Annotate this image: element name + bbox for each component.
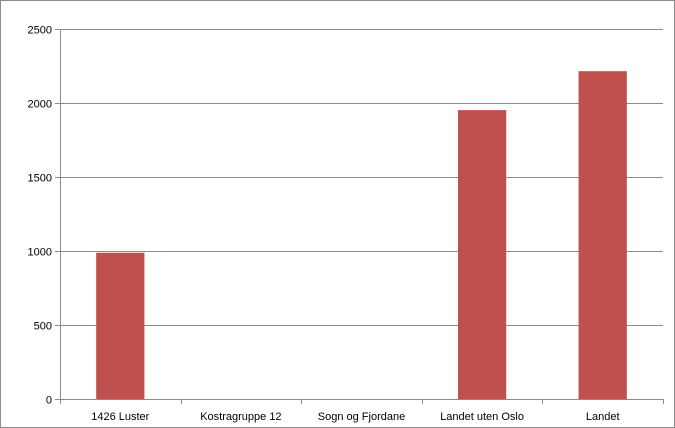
x-tick-label: Sogn og Fjordane xyxy=(318,411,405,423)
x-tick-label: Landet xyxy=(586,411,620,423)
y-tick-label: 500 xyxy=(34,321,52,333)
y-tick-label: 0 xyxy=(46,395,52,407)
y-tick-label: 1500 xyxy=(28,173,52,185)
x-tick-labels: 1426 Luster Kostragruppe 12 Sogn og Fjorda… xyxy=(91,411,619,423)
y-tick-label: 1000 xyxy=(28,247,52,259)
bar xyxy=(578,71,627,400)
y-tick-label: 2500 xyxy=(28,25,52,37)
x-tick-label: Kostragruppe 12 xyxy=(200,411,281,423)
gridlines xyxy=(60,29,663,326)
bars xyxy=(96,71,627,400)
bar xyxy=(457,110,507,399)
x-tick-label: 1426 Luster xyxy=(91,411,149,423)
x-tick-label: Landet uten Oslo xyxy=(440,411,524,423)
y-tick-label: 2000 xyxy=(28,99,52,111)
y-tick-labels: 0 500 1000 1500 2000 2500 xyxy=(28,25,52,407)
bar xyxy=(96,252,145,399)
axes xyxy=(55,29,664,404)
